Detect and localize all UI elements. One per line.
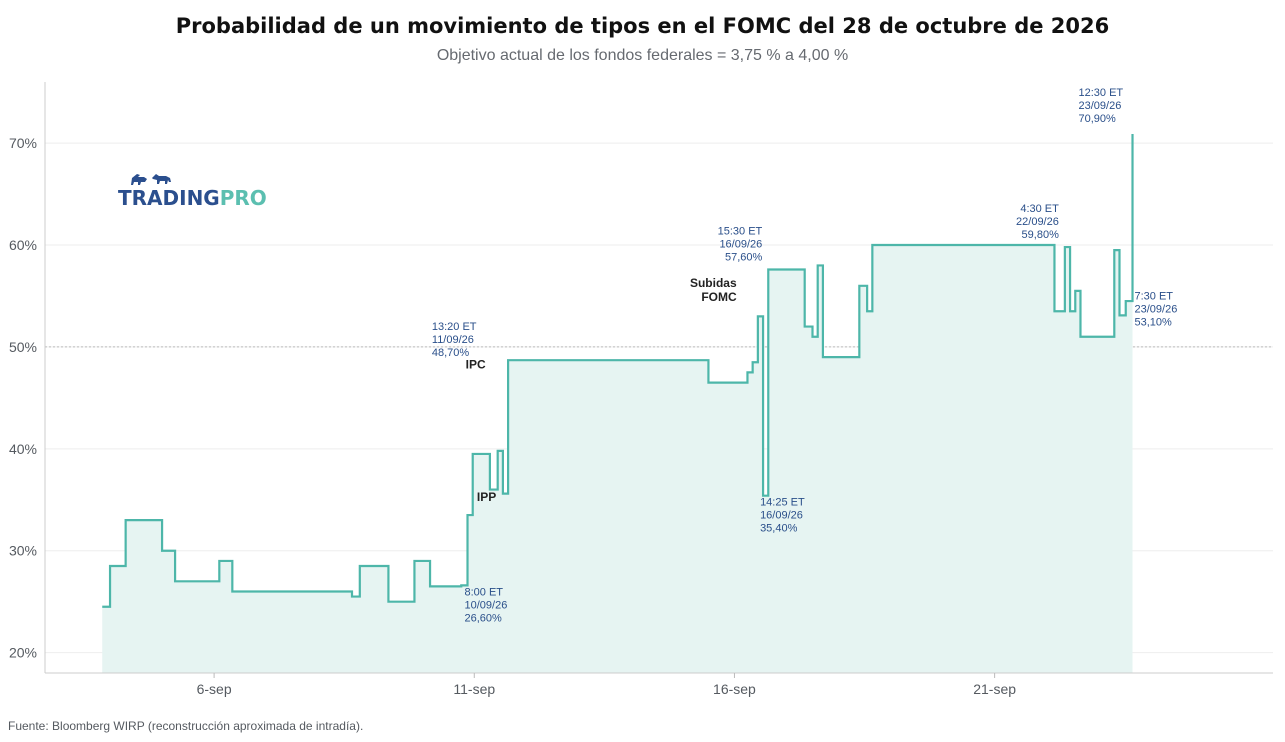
annotation-label: 4:30 ET [1020,203,1059,215]
x-tick-label: 6-sep [197,681,232,697]
logo-text-trading: TRADING [118,186,220,210]
y-tick-label: 50% [9,339,37,355]
annotation-label: 57,60% [725,251,763,263]
annotation-label: 16/09/26 [719,238,762,250]
annotation-label: 22/09/26 [1016,216,1059,228]
annotation-label: 53,10% [1135,316,1173,328]
annotation-label: 13:20 ET [432,321,477,333]
annotation-label: 12:30 ET [1079,87,1124,99]
event-label: FOMC [701,290,737,304]
y-tick-label: 60% [9,237,37,253]
annotation-label: 48,70% [432,347,470,359]
annotation-label: 15:30 ET [718,225,763,237]
annotation-label: 10/09/26 [465,599,508,611]
trading-pro-logo: TRADINGPRO [118,174,267,210]
chart-subtitle: Objetivo actual de los fondos federales … [436,47,849,64]
annotation-label: 16/09/26 [760,510,803,522]
logo-text-pro: PRO [220,186,267,210]
bull-bear-icon [131,174,171,185]
annotation-label: 23/09/26 [1135,303,1178,315]
annotation-label: 7:30 ET [1135,290,1174,302]
logo-text: TRADINGPRO [118,186,267,210]
event-label: Subidas [690,276,737,290]
y-tick-label: 20% [9,645,37,661]
x-tick-label: 21-sep [973,681,1016,697]
y-tick-label: 70% [9,135,37,151]
event-label: IPP [477,490,496,504]
x-tick-label: 16-sep [713,681,756,697]
area-layer [102,133,1134,674]
annotation-label: 23/09/26 [1079,100,1122,112]
annotation-label: 59,80% [1022,229,1060,241]
annotation-label: 8:00 ET [465,586,504,598]
y-tick-label: 30% [9,543,37,559]
probability-area-fill [102,133,1133,674]
annotation-label: 14:25 ET [760,497,805,509]
x-tick-label: 11-sep [453,681,495,697]
axis-layer: 20% 30% 40% 50% 60% 70% 6-sep 11-sep 16-sep 21-se… [9,82,1273,697]
y-tick-label: 40% [9,441,37,457]
event-label: IPC [466,358,486,372]
annotation-label: 70,90% [1079,113,1117,125]
annotation-label: 35,40% [760,523,798,535]
source-note: Fuente: Bloomberg WIRP (reconstrucción a… [8,719,364,733]
chart-title: Probabilidad de un movimiento de tipos e… [175,14,1110,38]
annotation-label: 11/09/26 [432,334,474,346]
annotation-label: 26,60% [465,612,503,624]
